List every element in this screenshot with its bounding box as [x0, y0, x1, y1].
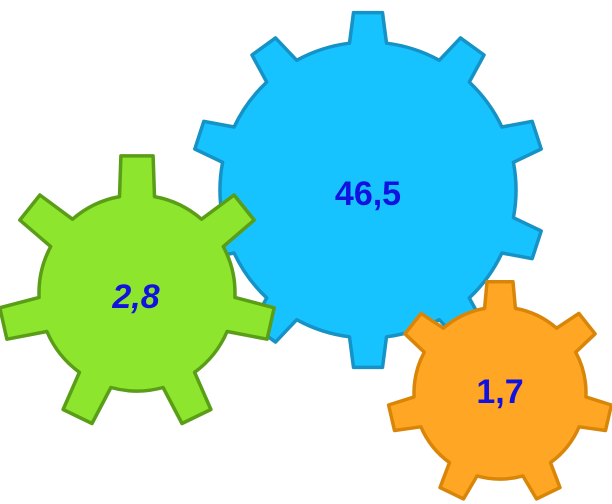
gear-left-body-icon: [0, 154, 276, 426]
gear-left-label: 2,8: [111, 278, 159, 316]
gear-left: 2,8: [0, 154, 276, 426]
gear-large-body-icon: [193, 10, 543, 370]
gear-small: 1,7: [386, 280, 612, 501]
gear-small-body-icon: [386, 280, 612, 501]
gear-large: 46,5: [193, 10, 543, 370]
gear-large-label: 46,5: [335, 175, 401, 213]
gear-small-label: 1,7: [476, 373, 523, 411]
